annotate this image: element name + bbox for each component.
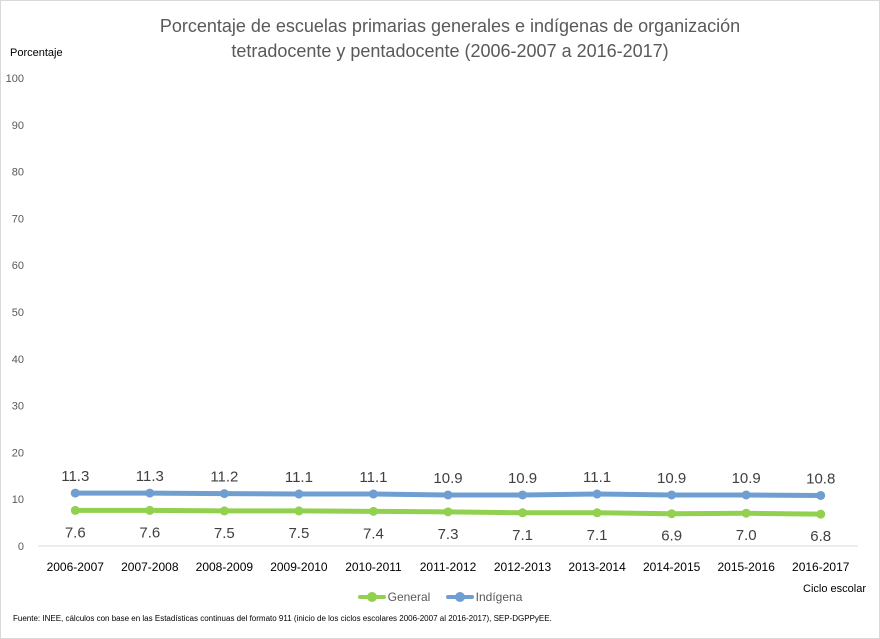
data-point (294, 489, 304, 499)
x-axis-label: Ciclo escolar (803, 583, 866, 595)
legend-item-indigena: Indígena (445, 590, 523, 604)
data-label: 7.1 (587, 527, 608, 544)
x-tick-label: 2016-2017 (792, 560, 850, 574)
data-point (145, 488, 155, 498)
data-point (294, 506, 304, 516)
legend-swatch-indigena (445, 592, 474, 602)
data-point (741, 508, 751, 518)
data-label: 7.1 (512, 527, 533, 544)
x-tick-label: 2007-2008 (121, 560, 179, 574)
data-point (443, 507, 453, 517)
data-point (145, 505, 155, 515)
data-label: 7.4 (363, 525, 384, 542)
x-tick-label: 2008-2009 (196, 560, 254, 574)
y-tick-label: 40 (12, 354, 24, 366)
data-label: 7.0 (736, 527, 757, 544)
y-tick-label: 70 (12, 213, 24, 225)
data-label: 10.9 (657, 470, 686, 487)
y-tick-label: 100 (6, 73, 24, 85)
data-point (368, 506, 378, 516)
data-point (816, 509, 826, 519)
data-label: 11.3 (136, 468, 164, 485)
data-point (667, 490, 677, 500)
y-tick-label: 50 (12, 307, 24, 319)
y-tick-label: 0 (18, 541, 24, 553)
data-point (592, 508, 602, 518)
data-point (368, 489, 378, 499)
data-point (816, 490, 826, 500)
y-tick-label: 60 (12, 260, 24, 272)
data-point (219, 489, 229, 499)
chart-title: Porcentaje de escuelas primarias general… (90, 14, 810, 64)
legend-label-indigena: Indígena (475, 590, 523, 604)
data-point (741, 490, 751, 500)
x-tick-label: 2006-2007 (47, 560, 105, 574)
data-label: 6.9 (661, 528, 682, 545)
x-tick-label: 2014-2015 (643, 560, 701, 574)
x-tick-label: 2011-2012 (420, 560, 477, 574)
data-label: 7.5 (288, 525, 309, 542)
data-point (70, 488, 80, 498)
y-tick-label: 10 (12, 494, 24, 506)
data-label: 11.1 (583, 469, 611, 486)
data-label: 7.5 (214, 525, 235, 542)
legend-swatch-general (357, 592, 386, 602)
data-label: 10.9 (508, 470, 537, 487)
legend-label-general: General (387, 590, 431, 604)
y-tick-label: 20 (12, 447, 24, 459)
x-tick-label: 2015-2016 (717, 560, 775, 574)
legend: General Indígena (0, 588, 880, 604)
data-point (70, 505, 80, 515)
data-label: 11.1 (285, 469, 313, 486)
data-point (667, 509, 677, 519)
y-tick-label: 90 (12, 120, 24, 132)
data-label: 7.6 (139, 524, 160, 541)
data-label: 11.1 (359, 469, 387, 486)
data-label: 11.3 (61, 468, 89, 485)
data-label: 11.2 (210, 469, 238, 486)
data-point (219, 506, 229, 516)
data-label: 7.6 (65, 524, 86, 541)
y-tick-label: 30 (12, 401, 24, 413)
x-tick-label: 2009-2010 (270, 560, 328, 574)
legend-item-general: General (357, 590, 431, 604)
x-tick-label: 2012-2013 (494, 560, 552, 574)
chart-title-line-2: tetradocente y pentadocente (2006-2007 a… (231, 41, 669, 61)
y-axis-label: Porcentaje (10, 47, 63, 59)
chart-title-line-1: Porcentaje de escuelas primarias general… (159, 16, 741, 36)
x-tick-label: 2010-2011 (345, 560, 402, 574)
x-tick-label: 2013-2014 (568, 560, 626, 574)
data-label: 7.3 (438, 526, 459, 543)
data-label: 6.8 (810, 528, 831, 545)
data-point (518, 508, 528, 518)
data-point (443, 490, 453, 500)
y-tick-label: 80 (12, 167, 24, 179)
data-label: 10.8 (806, 470, 835, 487)
data-label: 10.9 (433, 470, 462, 487)
source-note: Fuente: INEE, cálculos con base en las E… (13, 614, 552, 623)
data-point (518, 490, 528, 500)
data-point (592, 489, 602, 499)
data-label: 10.9 (732, 470, 761, 487)
